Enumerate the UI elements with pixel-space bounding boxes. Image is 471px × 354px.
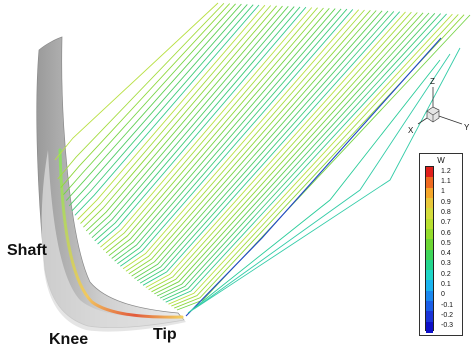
streamline: [74, 4, 260, 216]
legend-tick-label: 0.8: [441, 208, 451, 216]
streamline: [68, 4, 248, 207]
legend-swatch: [426, 301, 433, 312]
legend-swatch: [426, 270, 433, 281]
streamline: [102, 7, 318, 251]
legend-swatch: [426, 239, 433, 250]
streamline: [63, 3, 236, 195]
streamline: [134, 10, 383, 279]
legend-swatch: [426, 280, 433, 292]
legend-tick-label: 0.5: [441, 239, 451, 247]
streamline: [111, 8, 336, 259]
color-legend: W 1.2 1.1 1 0.9 0.8 0.7 0.6 0.5 0.4 0.3 0.2 0.1 0 -0.…: [419, 153, 463, 336]
streamline: [125, 9, 365, 272]
legend-tick-label: -0.2: [441, 312, 454, 320]
streamline: [190, 53, 451, 312]
streamline: [174, 14, 465, 309]
streamline: [151, 12, 418, 293]
y-axis-letter: Y: [464, 123, 470, 132]
streamline: [80, 5, 272, 224]
legend-tick-label: 1.1: [441, 177, 451, 185]
legend-swatch: [426, 259, 433, 271]
streamline: [108, 8, 330, 257]
streamline: [122, 9, 360, 270]
knee-label: Knee: [49, 331, 89, 348]
streamline: [65, 3, 242, 201]
legend-tick-label: 1: [441, 188, 445, 196]
streamline: [176, 14, 471, 311]
x-axis-letter: X: [408, 126, 414, 135]
streamline: [128, 10, 371, 275]
legend-swatch: [426, 208, 433, 220]
wingtip-body: [36, 36, 186, 332]
legend-swatch: [426, 228, 433, 240]
legend-swatch: [426, 290, 433, 302]
tip-label: Tip: [153, 326, 177, 343]
streamline: [85, 5, 283, 232]
z-axis-letter: Z: [430, 77, 435, 86]
streamline: [142, 11, 401, 286]
streamline: [120, 9, 354, 267]
legend-tick-label: 0.4: [441, 250, 451, 258]
legend-swatch: [426, 167, 433, 178]
legend-swatch: [426, 218, 433, 230]
legend-swatch: [426, 197, 433, 209]
streamlines: [54, 2, 471, 317]
streamline: [137, 10, 389, 282]
legend-tick-label: 0.9: [441, 198, 451, 206]
streamline: [97, 6, 307, 245]
axis-triad: Z X Y: [408, 77, 470, 135]
legend-tick-label: 0: [441, 291, 445, 299]
streamline: [154, 12, 424, 295]
legend-tick-label: 0.1: [441, 281, 451, 289]
legend-swatch: [426, 321, 433, 333]
tip-vortex-streamline: [185, 37, 442, 317]
streamline: [139, 11, 395, 284]
legend-title: W: [437, 156, 445, 165]
streamline: [156, 12, 430, 297]
legend-swatch: [426, 177, 433, 189]
legend-tick-label: 0.7: [441, 219, 451, 227]
streamline: [77, 4, 266, 220]
streamline: [71, 4, 254, 212]
streamline: [145, 11, 406, 288]
legend-tick-label: -0.1: [441, 301, 454, 309]
streamline: [100, 7, 313, 248]
streamline: [168, 13, 453, 305]
legend-swatch: [426, 311, 433, 323]
legend-colorbar: [425, 166, 434, 333]
streamline: [165, 13, 447, 303]
streamline: [193, 47, 461, 310]
legend-tick-label: 0.6: [441, 229, 451, 237]
streamline: [57, 2, 225, 180]
streamline: [60, 3, 231, 188]
streamline: [91, 6, 295, 239]
streamline: [94, 6, 301, 242]
streamline: [187, 59, 441, 314]
legend-tick-label: 0.2: [441, 270, 451, 278]
legend-tick-label: 0.3: [441, 260, 451, 268]
streamline: [105, 7, 324, 254]
streamline: [88, 6, 289, 235]
streamline: [114, 8, 342, 262]
streamline: [131, 10, 377, 277]
streamline: [148, 11, 412, 291]
streamline: [54, 2, 219, 161]
streamline: [117, 8, 348, 265]
streamline: [162, 13, 442, 301]
legend-tick-label: -0.3: [441, 322, 454, 330]
legend-tick-label: 1.2: [441, 167, 451, 175]
streamline: [83, 5, 277, 228]
streamline: [171, 14, 459, 307]
legend-swatch: [426, 187, 433, 199]
shaft-label: Shaft: [7, 242, 47, 259]
streamline: [159, 12, 436, 299]
legend-swatch: [426, 249, 433, 261]
